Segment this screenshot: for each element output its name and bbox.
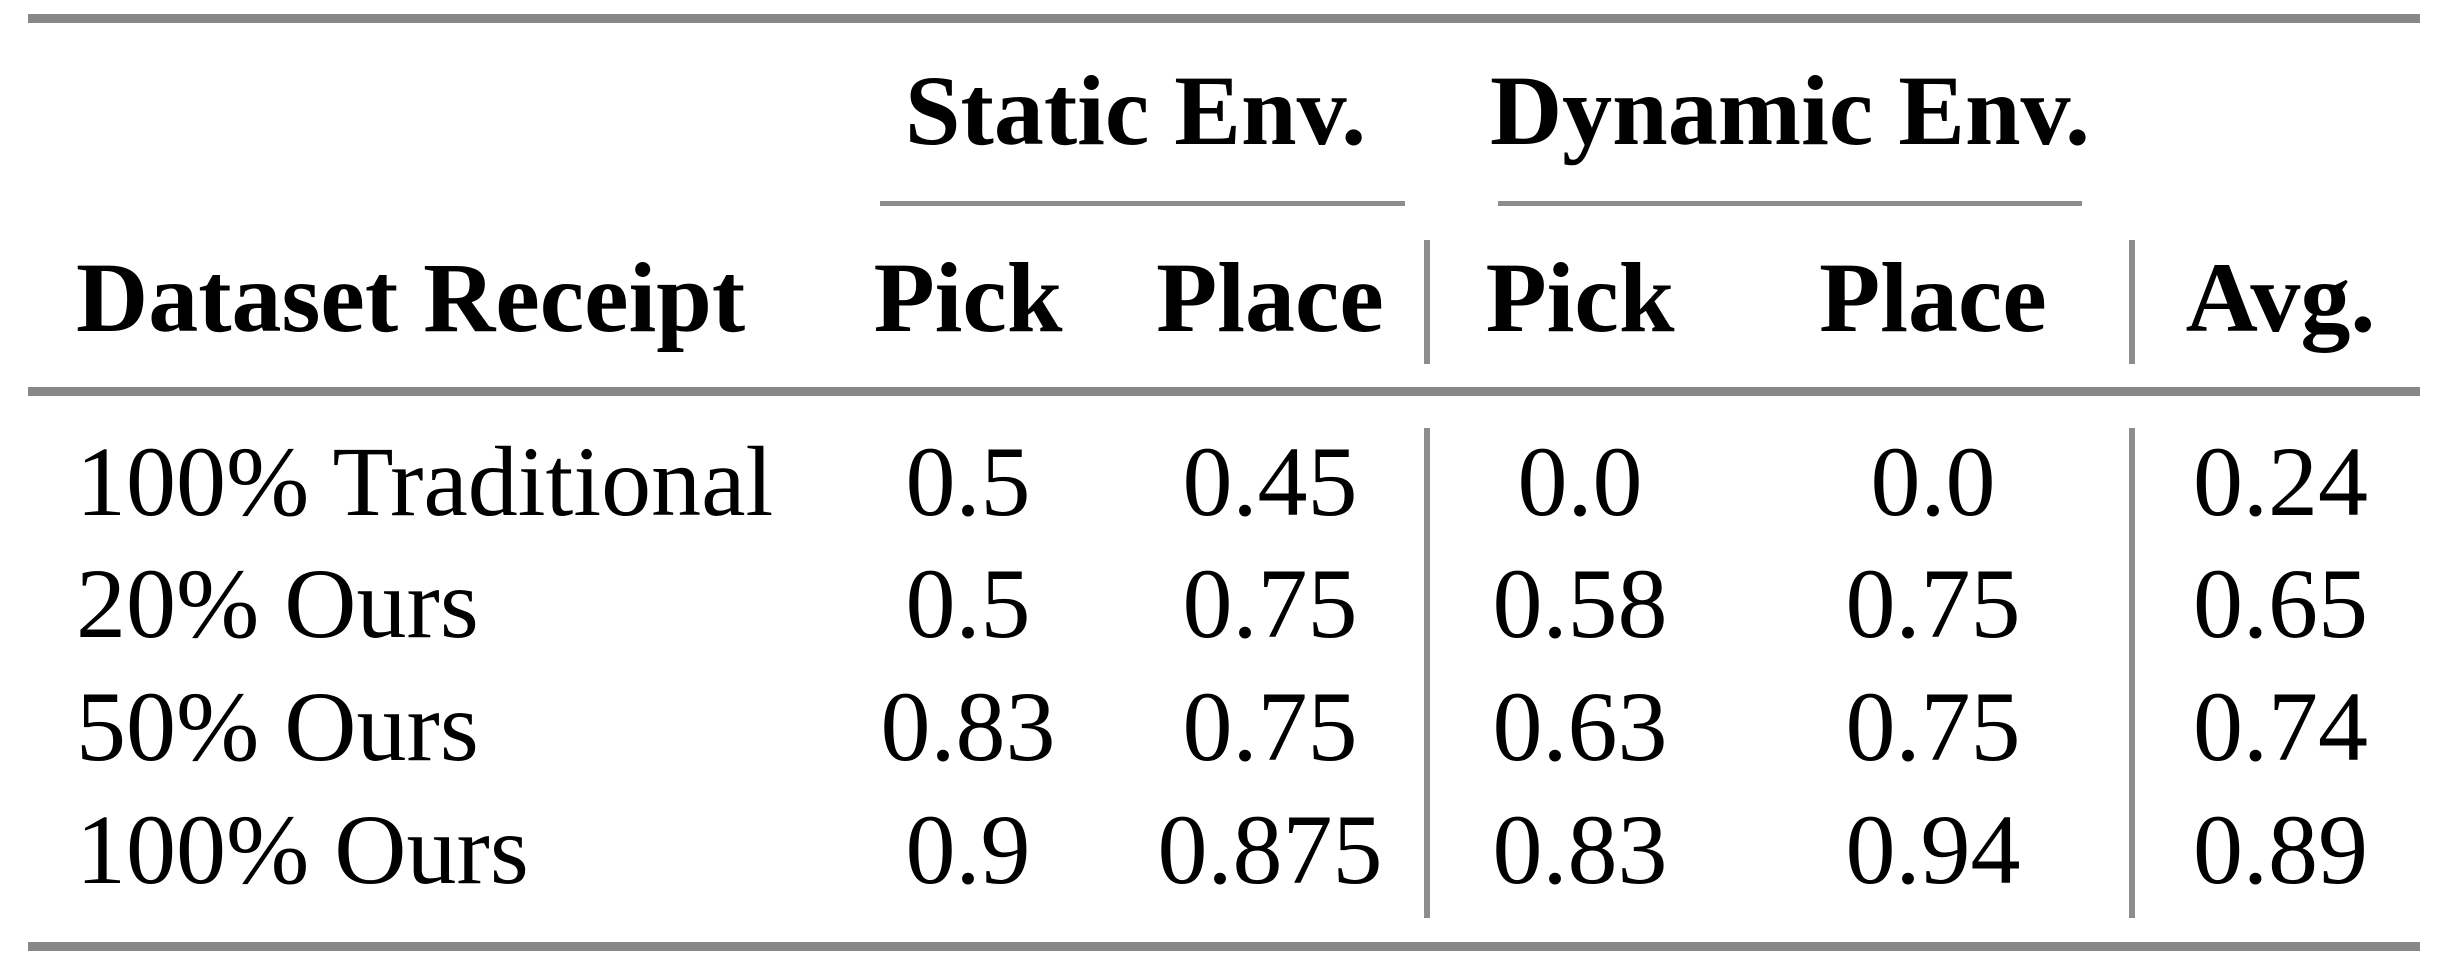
cell-static-place: 0.875 xyxy=(1157,794,1383,905)
cell-static-pick: 0.83 xyxy=(880,671,1056,782)
cell-avg: 0.74 xyxy=(2193,671,2368,782)
cell-static-pick: 0.9 xyxy=(905,794,1031,905)
cell-dynamic-place: 0.0 xyxy=(1870,426,1996,537)
bottom-rule xyxy=(28,942,2420,951)
cell-static-pick: 0.5 xyxy=(905,426,1031,537)
row-label: 100% Traditional xyxy=(76,426,774,537)
vertical-separator-2-body xyxy=(2129,428,2135,918)
cell-static-place: 0.75 xyxy=(1182,548,1358,659)
cell-dynamic-place: 0.75 xyxy=(1845,548,2021,659)
cell-dynamic-pick: 0.0 xyxy=(1517,426,1643,537)
group-header-dynamic-env: Dynamic Env. xyxy=(1489,55,2091,166)
header-dataset-receipt: Dataset Receipt xyxy=(76,242,746,353)
cell-static-place: 0.45 xyxy=(1182,426,1358,537)
header-dynamic-pick: Pick xyxy=(1485,242,1675,353)
cell-avg: 0.89 xyxy=(2193,794,2368,905)
row-label: 100% Ours xyxy=(76,794,529,905)
vertical-separator-1-body xyxy=(1424,428,1430,918)
cell-avg: 0.24 xyxy=(2193,426,2368,537)
cell-avg: 0.65 xyxy=(2193,548,2368,659)
cell-dynamic-place: 0.75 xyxy=(1845,671,2021,782)
mid-rule xyxy=(28,387,2420,396)
header-dynamic-place: Place xyxy=(1819,242,2047,353)
vertical-separator-2-header xyxy=(2129,240,2135,364)
header-static-place: Place xyxy=(1156,242,1384,353)
row-label: 50% Ours xyxy=(76,671,479,782)
group-header-static-env: Static Env. xyxy=(904,55,1367,166)
header-avg: Avg. xyxy=(2185,242,2376,353)
top-rule xyxy=(28,14,2420,23)
row-label: 20% Ours xyxy=(76,548,479,659)
cell-dynamic-place: 0.94 xyxy=(1845,794,2021,905)
vertical-separator-1-header xyxy=(1424,240,1430,364)
static-env-cmidrule xyxy=(880,201,1405,206)
cell-dynamic-pick: 0.83 xyxy=(1492,794,1668,905)
cell-static-pick: 0.5 xyxy=(905,548,1031,659)
cell-dynamic-pick: 0.58 xyxy=(1492,548,1668,659)
cell-static-place: 0.75 xyxy=(1182,671,1358,782)
cell-dynamic-pick: 0.63 xyxy=(1492,671,1668,782)
dynamic-env-cmidrule xyxy=(1498,201,2082,206)
header-static-pick: Pick xyxy=(873,242,1063,353)
